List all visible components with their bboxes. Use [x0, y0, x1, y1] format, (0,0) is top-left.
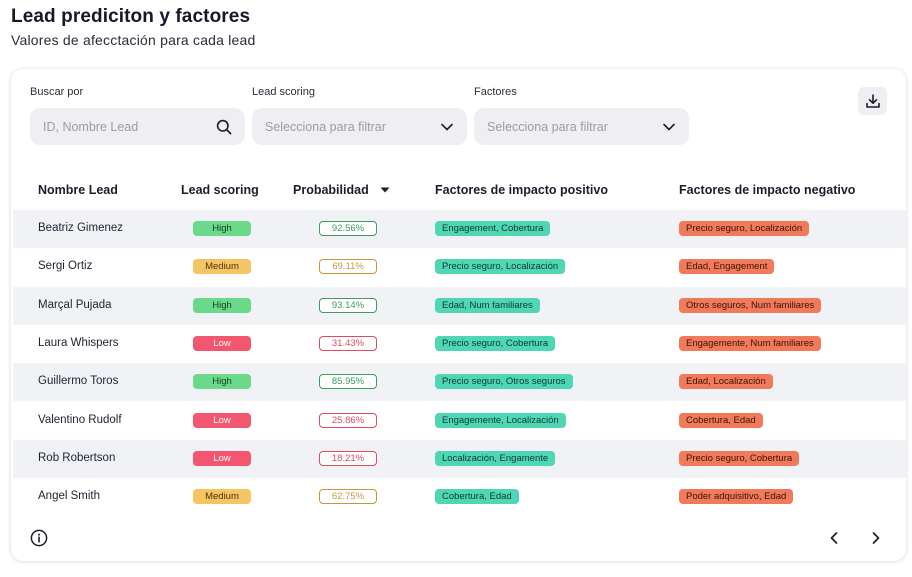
factors-filter-label: Factores [474, 86, 517, 98]
positive-factors-tag: Localización, Engamente [435, 450, 556, 466]
download-button[interactable] [858, 87, 887, 115]
positive-factors-tag: Cobertura, Edad [435, 489, 519, 505]
positive-factors-tag: Engagement, Cobertura [435, 221, 551, 236]
scoring-badge: Medium [193, 259, 251, 275]
search-input[interactable]: ID, Nombre Lead [30, 108, 245, 145]
scoring-badge: Medium [193, 489, 251, 505]
page-subtitle: Valores de afecctación para cada lead [11, 32, 256, 48]
positive-factors-tag: Precio seguro, Otros seguros [435, 374, 573, 390]
chevron-right-icon[interactable] [868, 530, 884, 546]
negative-factors-tag: Edad, Engagement [679, 259, 775, 275]
negative-factors-tag: Otros seguros, Num familiares [679, 297, 822, 313]
column-header-positive: Factores de impacto positivo [435, 183, 608, 197]
lead-name: Guillermo Toros [38, 375, 119, 388]
search-placeholder: ID, Nombre Lead [43, 119, 139, 134]
table-row[interactable]: Beatriz Gimenez High 92.56% Engagement, Cob… [13, 210, 906, 248]
table-row[interactable]: Rob Robertson Low 18.21% Localización, Enga… [13, 439, 906, 478]
negative-factors-tag: Engagemente, Num familiares [679, 335, 821, 351]
lead-name: Sergi Ortiz [38, 260, 93, 273]
negative-factors-tag: Cobertura, Edad [679, 412, 763, 428]
lead-name: Marçal Pujada [38, 298, 112, 311]
search-label: Buscar por [30, 86, 84, 98]
search-icon[interactable] [216, 119, 232, 135]
scoring-badge: High [193, 297, 251, 313]
probability-badge: 93.14% [319, 297, 377, 313]
table-row[interactable]: Valentino Rudolf Low 25.86% Engagemente, Lo… [13, 402, 906, 440]
probability-badge: 62.75% [319, 489, 377, 505]
column-header-negative: Factores de impacto negativo [679, 183, 856, 197]
page-title: Lead prediciton y factores [11, 6, 251, 27]
positive-factors-tag: Edad, Num familiares [435, 297, 540, 313]
negative-factors-tag: Precio seguro, Cobertura [679, 450, 800, 466]
chevron-left-icon[interactable] [826, 530, 842, 546]
caret-down-icon[interactable] [379, 185, 391, 195]
download-icon [865, 94, 880, 108]
positive-factors-tag: Precio seguro, Localización [435, 259, 566, 275]
scoring-badge: High [193, 374, 251, 390]
chevron-down-icon [441, 123, 453, 130]
column-header-probability[interactable]: Probabilidad [293, 183, 391, 197]
scoring-badge: Low [193, 450, 251, 466]
positive-factors-tag: Precio seguro, Cobertura [435, 335, 556, 351]
probability-badge: 69.11% [319, 259, 377, 275]
probability-badge: 92.56% [319, 221, 377, 236]
lead-name: Valentino Rudolf [38, 413, 122, 426]
probability-badge: 18.21% [319, 450, 377, 466]
lead-name: Angel Smith [38, 490, 101, 503]
negative-factors-tag: Poder adquisitivo, Edad [679, 489, 794, 505]
column-header-probability-label: Probabilidad [293, 183, 369, 197]
scoring-filter-placeholder: Selecciona para filtrar [265, 119, 386, 134]
scoring-filter-label: Lead scoring [252, 86, 315, 98]
probability-badge: 31.43% [319, 335, 377, 351]
scoring-badge: Low [193, 335, 251, 351]
probability-badge: 25.86% [319, 412, 377, 428]
positive-factors-tag: Engagemente, Localización [435, 412, 566, 428]
table-row[interactable]: Laura Whispers Low 31.43% Precio seguro, Co… [13, 325, 906, 363]
lead-name: Laura Whispers [38, 336, 119, 349]
scoring-filter-select[interactable]: Selecciona para filtrar [252, 108, 467, 145]
leads-card: Buscar por ID, Nombre Lead Lead scoring … [11, 69, 906, 561]
column-header-name: Nombre Lead [38, 183, 118, 197]
scoring-badge: High [193, 221, 251, 236]
lead-name: Rob Robertson [38, 451, 116, 464]
scoring-badge: Low [193, 412, 251, 428]
table-row[interactable]: Marçal Pujada High 93.14% Edad, Num familia… [13, 286, 906, 325]
table-row[interactable]: Guillermo Toros High 85.95% Precio seguro, … [13, 363, 906, 402]
info-icon[interactable] [30, 529, 48, 547]
table-row[interactable]: Sergi Ortiz Medium 69.11% Precio seguro, Lo… [13, 248, 906, 286]
probability-badge: 85.95% [319, 374, 377, 390]
factors-filter-placeholder: Selecciona para filtrar [487, 119, 608, 134]
negative-factors-tag: Precio seguro, Localización [679, 221, 810, 236]
lead-name: Beatriz Gimenez [38, 222, 124, 234]
negative-factors-tag: Edad, Localización [679, 374, 773, 390]
factors-filter-select[interactable]: Selecciona para filtrar [474, 108, 689, 145]
table-row[interactable]: Angel Smith Medium 62.75% Cobertura, Edad Po… [13, 478, 906, 516]
column-header-scoring: Lead scoring [181, 183, 259, 197]
chevron-down-icon [663, 123, 675, 130]
